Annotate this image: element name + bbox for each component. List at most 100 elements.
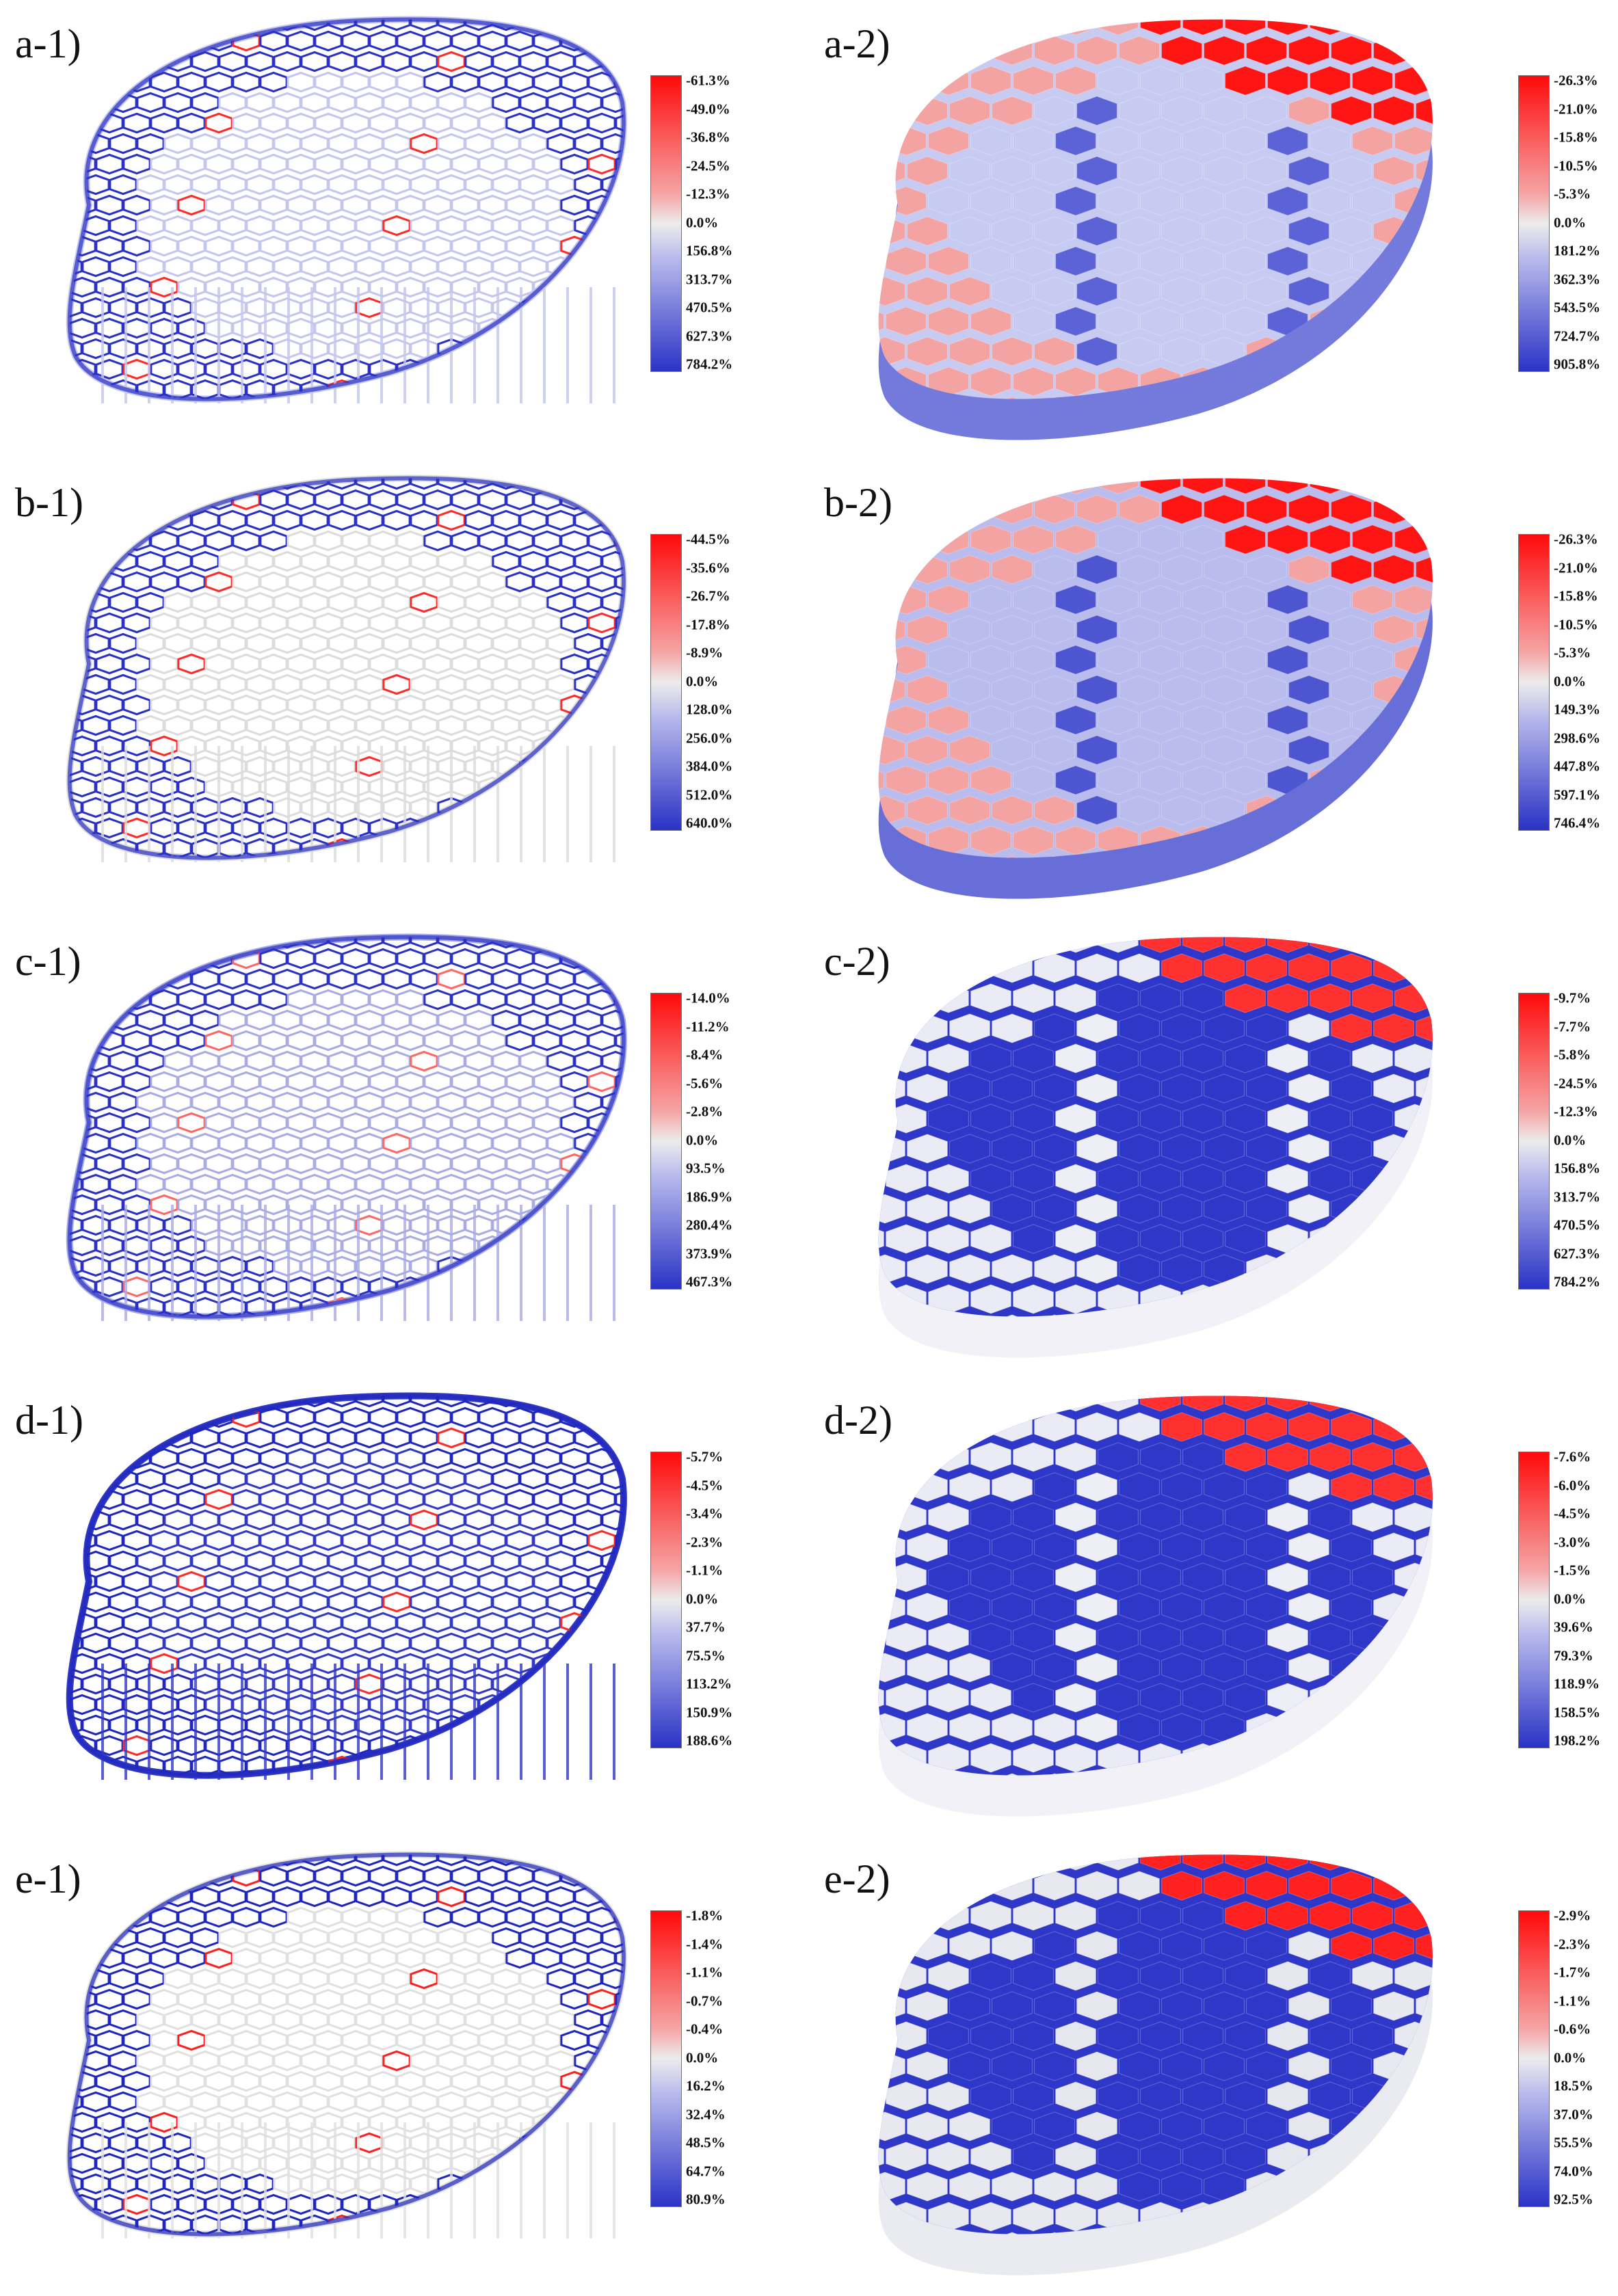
colorbar (1518, 993, 1550, 1290)
colorbar-tick-label: 92.5% (1554, 2191, 1593, 2208)
colorbar-tick-label: -24.5% (1554, 1075, 1598, 1091)
colorbar-tick-label: -61.3% (686, 72, 730, 89)
colorbar-tick-label: 0.0% (686, 2049, 719, 2066)
panel-label: c-1) (15, 939, 81, 984)
slab-model (878, 1396, 1433, 1817)
colorbar-tick-label: -2.9% (1554, 1907, 1591, 1924)
colorbar-tick-labels: -14.0% -11.2% -8.4% -5.6% -2.8% 0.0% 93.5% 186.… (686, 989, 775, 1290)
colorbar (650, 993, 682, 1290)
colorbar-tick-label: -1.5% (1554, 1562, 1591, 1579)
colorbar-tick-label: 55.5% (1554, 2134, 1593, 2151)
colorbar-tick-label: 0.0% (1554, 1590, 1587, 1607)
colorbar-tick-label: -1.1% (686, 1562, 724, 1579)
panel-label: d-2) (824, 1398, 892, 1443)
colorbar-tick-label: -1.7% (1554, 1964, 1591, 1981)
colorbar-tick-label: 784.2% (686, 356, 733, 373)
colorbar-tick-label: 543.5% (1554, 299, 1601, 316)
colorbar-tick-label: 597.1% (1554, 786, 1601, 803)
colorbar-tick-label: -10.5% (1554, 616, 1598, 632)
colorbar-tick-label: -7.6% (1554, 1448, 1591, 1465)
colorbar-tick-label: 470.5% (686, 299, 733, 316)
colorbar-tick-label: 373.9% (686, 1245, 733, 1262)
colorbar-tick-label: -10.5% (1554, 157, 1598, 174)
colorbar (1518, 75, 1550, 372)
colorbar-tick-label: -15.8% (1554, 587, 1598, 604)
colorbar-tick-label: 37.0% (1554, 2106, 1593, 2122)
panel-label: e-1) (15, 1856, 81, 1901)
panel-label: d-1) (15, 1398, 83, 1443)
colorbar-tick-label: -26.3% (1554, 72, 1598, 89)
colorbar-tick-label: 158.5% (1554, 1704, 1601, 1720)
colorbar-tick-label: 39.6% (1554, 1618, 1593, 1636)
panel-e-1: e-1) -1.8% -1.4% -1.1% -0.7% -0.4% 0.0% 16.2% 32… (0, 1835, 809, 2294)
colorbar-tick-label: 18.5% (1554, 2077, 1593, 2094)
colorbar-tick-label: -5.8% (1554, 1046, 1591, 1063)
colorbar-tick-label: 256.0% (686, 730, 733, 746)
colorbar-tick-label: 512.0% (686, 786, 733, 803)
lattice-frame-model (66, 475, 627, 862)
colorbar-tick-labels: -2.9% -2.3% -1.7% -1.1% -0.6% 0.0% 18.5% 37.0% 5… (1554, 1907, 1618, 2208)
panel-label: b-1) (15, 480, 83, 525)
panel-a-1: a-1) -61.3% -49.0% -36.8% -24.5% -12.3% 0.0% 15… (0, 0, 809, 459)
colorbar-tick-label: -5.6% (686, 1075, 724, 1091)
colorbar (1518, 1452, 1550, 1748)
panel-d-2: d-2) -7.6% -6.0% -4.5% -3.0% -1.5% 0.0% 39.6% 79… (809, 1376, 1618, 1835)
colorbar-tick-label: 0.0% (1554, 673, 1587, 689)
colorbar-tick-label: -0.6% (1554, 2020, 1591, 2038)
colorbar-tick-label: -17.8% (686, 616, 730, 632)
colorbar-tick-label: -15.8% (1554, 129, 1598, 146)
colorbar-tick-label: -26.7% (686, 587, 730, 604)
colorbar-tick-label: -35.6% (686, 559, 730, 576)
colorbar-tick-label: 198.2% (1554, 1732, 1601, 1749)
colorbar-tick-label: 362.3% (1554, 271, 1601, 287)
colorbar-tick-label: 0.0% (1554, 2049, 1587, 2066)
lattice-frame-model (66, 1392, 627, 1780)
colorbar-tick-label: -26.3% (1554, 531, 1598, 548)
panel-d-1: d-1) -5.7% -4.5% -3.4% -2.3% -1.1% 0.0% 37.7% 75… (0, 1376, 809, 1835)
colorbar-tick-label: -0.4% (686, 2020, 724, 2038)
colorbar-tick-label: 384.0% (686, 758, 733, 775)
colorbar-tick-label: -6.0% (1554, 1477, 1591, 1493)
colorbar-tick-labels: -9.7% -7.7% -5.8% -24.5% -12.3% 0.0% 156.8% 313… (1554, 990, 1618, 1290)
colorbar-tick-label: -8.4% (686, 1046, 724, 1063)
colorbar-tick-label: -7.7% (1554, 1018, 1591, 1034)
colorbar-tick-label: -1.8% (686, 1907, 724, 1924)
panel-label: e-2) (824, 1856, 890, 1901)
colorbar-tick-label: 32.4% (686, 2106, 726, 2122)
colorbar-tick-label: 627.3% (1554, 1245, 1601, 1262)
colorbar-tick-label: 0.0% (1554, 1132, 1587, 1148)
colorbar-tick-label: -1.1% (686, 1964, 724, 1981)
colorbar-tick-label: -36.8% (686, 129, 730, 146)
slab-model (878, 478, 1433, 899)
colorbar-tick-label: -2.8% (686, 1103, 724, 1120)
colorbar-tick-label: 113.2% (686, 1675, 732, 1692)
colorbar-tick-label: 313.7% (1554, 1188, 1601, 1205)
colorbar-tick-label: 0.0% (686, 673, 719, 689)
colorbar-tick-label: 37.7% (686, 1618, 726, 1636)
colorbar-tick-label: 118.9% (1554, 1675, 1600, 1692)
panel-b-2: b-2) -26.3% -21.0% -15.8% -10.5% -5.3% 0.0% 149… (809, 459, 1618, 918)
colorbar-tick-label: 298.6% (1554, 730, 1601, 746)
colorbar-tick-labels: -1.8% -1.4% -1.1% -0.7% -0.4% 0.0% 16.2% 32.4% 4… (686, 1907, 775, 2208)
colorbar-tick-label: 149.3% (1554, 701, 1601, 718)
panel-label: c-2) (824, 939, 890, 984)
colorbar-tick-label: 64.7% (686, 2163, 726, 2179)
colorbar-tick-label: 313.7% (686, 271, 733, 287)
colorbar-tick-label: 0.0% (1554, 214, 1587, 230)
colorbar-tick-label: 467.3% (686, 1273, 733, 1290)
colorbar-tick-label: -5.3% (1554, 644, 1591, 661)
colorbar-tick-label: -5.7% (686, 1448, 724, 1465)
colorbar-tick-label: 640.0% (686, 814, 733, 831)
colorbar-tick-label: 156.8% (1554, 1160, 1601, 1177)
colorbar-tick-label: -14.0% (686, 989, 730, 1006)
colorbar-tick-label: -49.0% (686, 101, 730, 117)
colorbar-tick-label: 0.0% (686, 1590, 719, 1607)
panel-a-2: a-2) -26.3% -21.0% -15.8% -10.5% -5.3% 0.0% 181… (809, 0, 1618, 459)
colorbar (650, 1910, 682, 2207)
colorbar-tick-label: 447.8% (1554, 758, 1601, 775)
colorbar-tick-label: 470.5% (1554, 1216, 1601, 1233)
colorbar-tick-label: 93.5% (686, 1160, 726, 1177)
colorbar-tick-label: 905.8% (1554, 356, 1601, 373)
colorbar-tick-label: 48.5% (686, 2134, 726, 2151)
colorbar-tick-label: 724.7% (1554, 328, 1601, 344)
